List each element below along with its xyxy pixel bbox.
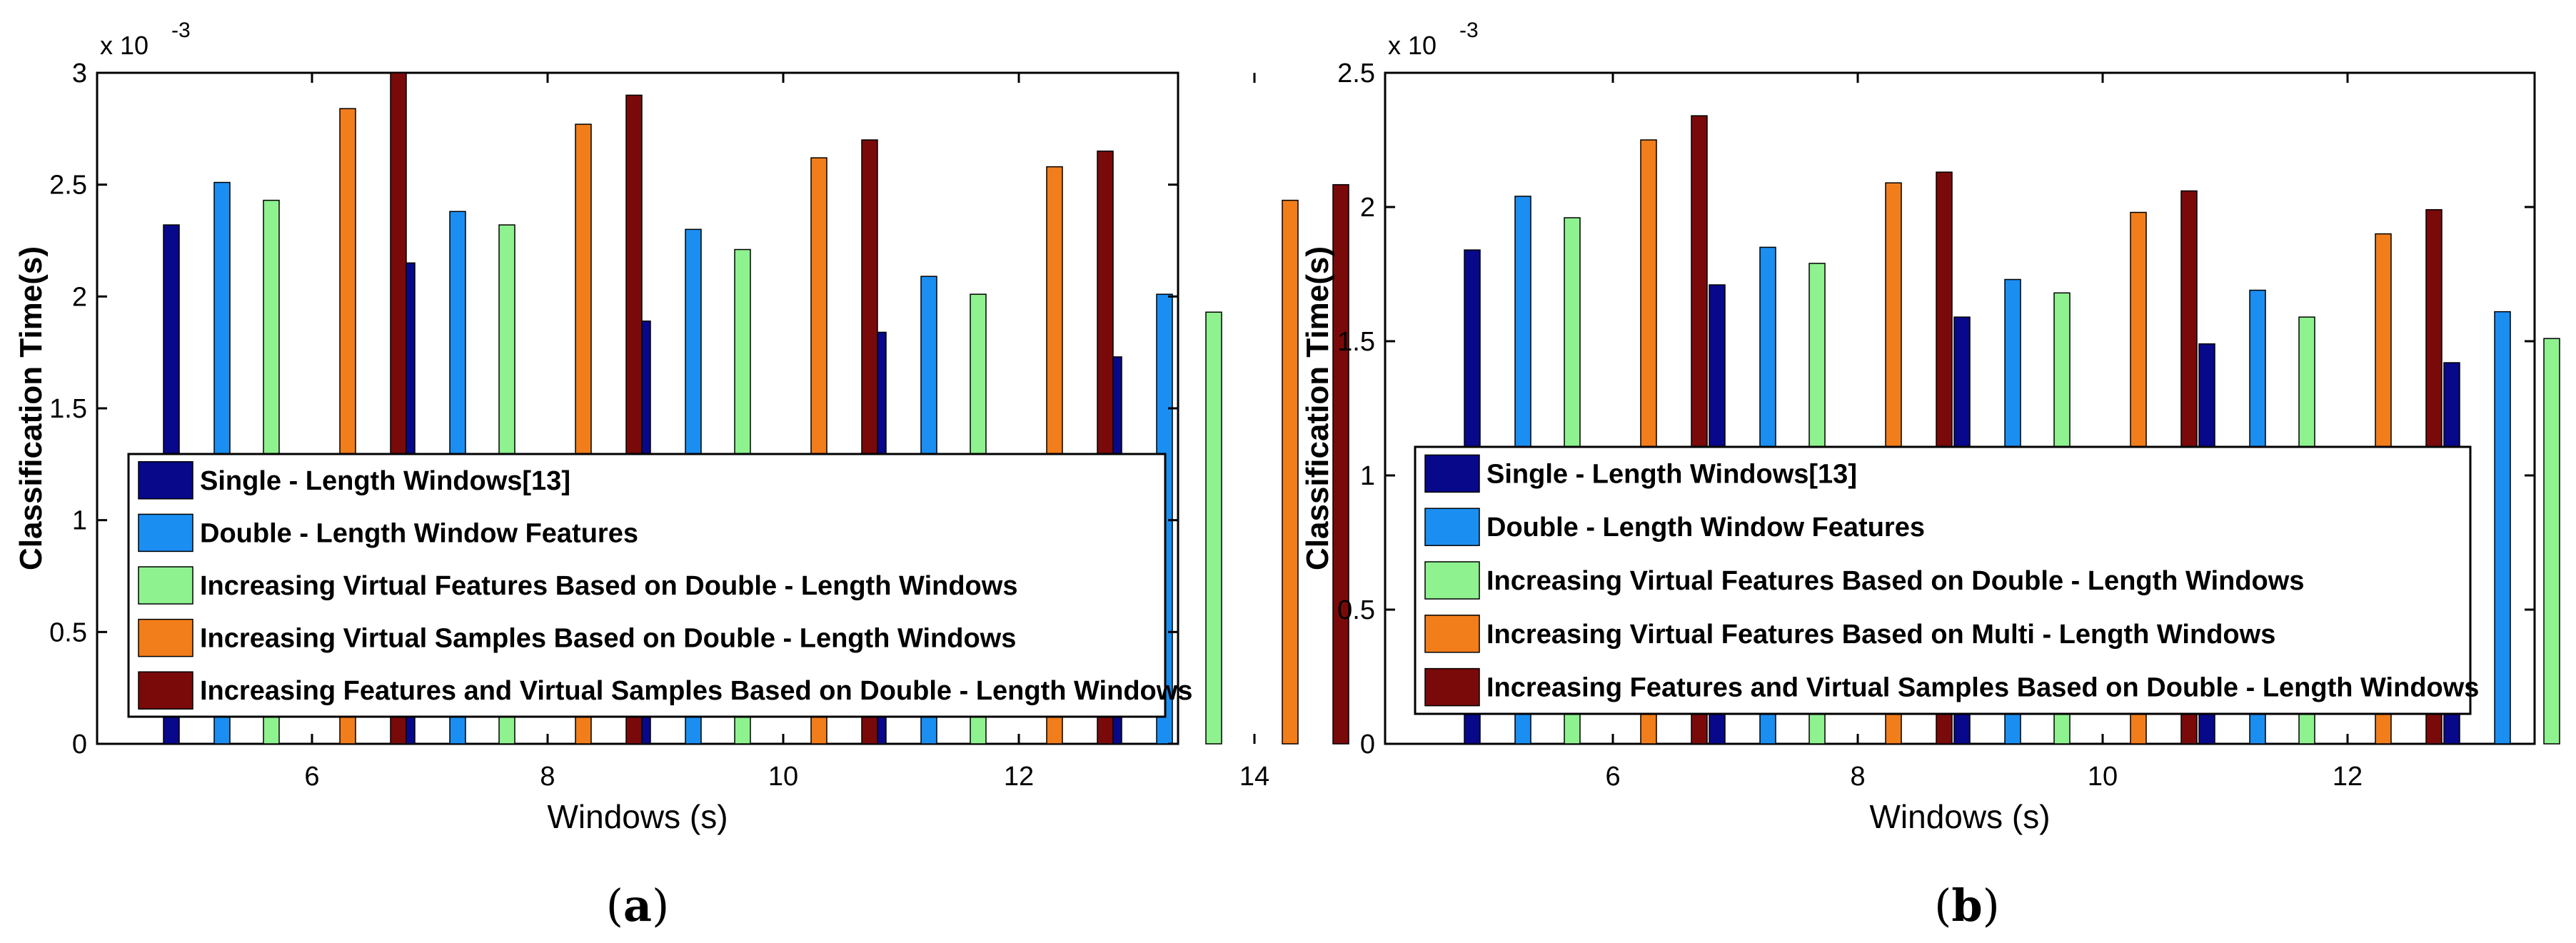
caption-open-paren: ( bbox=[606, 879, 623, 932]
panel-caption: (a) bbox=[606, 879, 670, 932]
y-tick-label: 2 bbox=[72, 282, 87, 312]
legend-label-4: Increasing Features and Virtual Samples … bbox=[200, 676, 1192, 706]
legend-label-0: Single - Length Windows[13] bbox=[1486, 459, 1857, 489]
caption-letter: a bbox=[623, 879, 652, 932]
x-tick-label: 12 bbox=[1004, 762, 1034, 792]
x-tick-label: 6 bbox=[304, 762, 319, 792]
bar-a-s4-14 bbox=[1332, 183, 1349, 745]
legend-swatch-1 bbox=[138, 513, 193, 553]
legend-swatch-4 bbox=[138, 671, 193, 710]
legend-label-4: Increasing Features and Virtual Samples … bbox=[1486, 673, 2479, 703]
legend-swatch-4 bbox=[1424, 667, 1480, 707]
legend-label-0: Single - Length Windows[13] bbox=[200, 466, 570, 496]
x-tick-label: 10 bbox=[2088, 762, 2118, 792]
bar-b-s1-14 bbox=[2494, 311, 2511, 745]
legend-swatch-3 bbox=[138, 618, 193, 657]
y-tick-label: 2.5 bbox=[49, 171, 87, 201]
y-tick-label: 1 bbox=[1360, 461, 1375, 491]
bar-a-s3-14 bbox=[1282, 199, 1299, 745]
legend-swatch-2 bbox=[138, 566, 193, 605]
x-tick-label: 10 bbox=[768, 762, 798, 792]
y-tick-label: 0 bbox=[1360, 730, 1375, 760]
panel-caption: (b) bbox=[1934, 879, 2000, 932]
x-axis-label: Windows (s) bbox=[547, 798, 728, 835]
legend-label-3: Increasing Virtual Features Based on Mul… bbox=[1486, 620, 2275, 650]
y-tick-label: 1.5 bbox=[1337, 327, 1375, 357]
y-tick-label: 0 bbox=[72, 730, 87, 760]
bar-a-s2-14 bbox=[1205, 311, 1222, 745]
y-scale-factor: x 10 bbox=[100, 31, 149, 60]
caption-close-paren: ) bbox=[1983, 879, 2000, 932]
legend-label-1: Double - Length Window Features bbox=[1486, 513, 1925, 543]
y-tick-label: 1.5 bbox=[49, 394, 87, 424]
y-scale-exponent: -3 bbox=[171, 19, 191, 42]
chart-panel-a: 0 0.5 1 1.5 2 2.5 3 6 8 10 12 14 x 10 -3 Single - Leng… bbox=[14, 19, 1349, 932]
y-scale-exponent: -3 bbox=[1459, 19, 1479, 42]
y-tick-label: 3 bbox=[72, 59, 87, 89]
caption-letter: b bbox=[1951, 879, 1982, 932]
legend-box bbox=[1414, 445, 2472, 715]
y-tick-label: 0.5 bbox=[49, 617, 87, 647]
bar-b-s2-14 bbox=[2543, 338, 2560, 745]
x-tick-label: 8 bbox=[540, 762, 555, 792]
y-tick-label: 0.5 bbox=[1337, 595, 1375, 625]
x-tick-label: 8 bbox=[1850, 762, 1865, 792]
y-tick-label: 2 bbox=[1360, 193, 1375, 223]
legend-label-1: Double - Length Window Features bbox=[200, 518, 638, 548]
y-tick-label: 1 bbox=[72, 506, 87, 536]
x-tick-label: 6 bbox=[1605, 762, 1620, 792]
caption-close-paren: ) bbox=[652, 879, 669, 932]
legend-swatch-1 bbox=[1424, 508, 1480, 546]
x-tick-label: 12 bbox=[2333, 762, 2363, 792]
legend-label-2: Increasing Virtual Features Based on Dou… bbox=[1486, 566, 2304, 596]
y-axis-label: Classification Time(s) bbox=[1300, 246, 1335, 570]
legend-swatch-0 bbox=[1424, 454, 1480, 493]
y-axis-label: Classification Time(s) bbox=[14, 246, 49, 570]
y-scale-factor: x 10 bbox=[1388, 31, 1437, 60]
legend-swatch-2 bbox=[1424, 561, 1480, 600]
caption-open-paren: ( bbox=[1934, 879, 1951, 932]
legend-label-3: Increasing Virtual Samples Based on Doub… bbox=[200, 624, 1016, 654]
x-tick-label: 14 bbox=[1239, 762, 1269, 792]
x-axis-label: Windows (s) bbox=[1869, 798, 2050, 835]
legend-swatch-0 bbox=[138, 461, 193, 500]
legend-swatch-3 bbox=[1424, 615, 1480, 653]
legend-box bbox=[127, 453, 1167, 718]
legend-label-2: Increasing Virtual Features Based on Dou… bbox=[200, 571, 1017, 601]
y-tick-label: 2.5 bbox=[1337, 59, 1375, 89]
